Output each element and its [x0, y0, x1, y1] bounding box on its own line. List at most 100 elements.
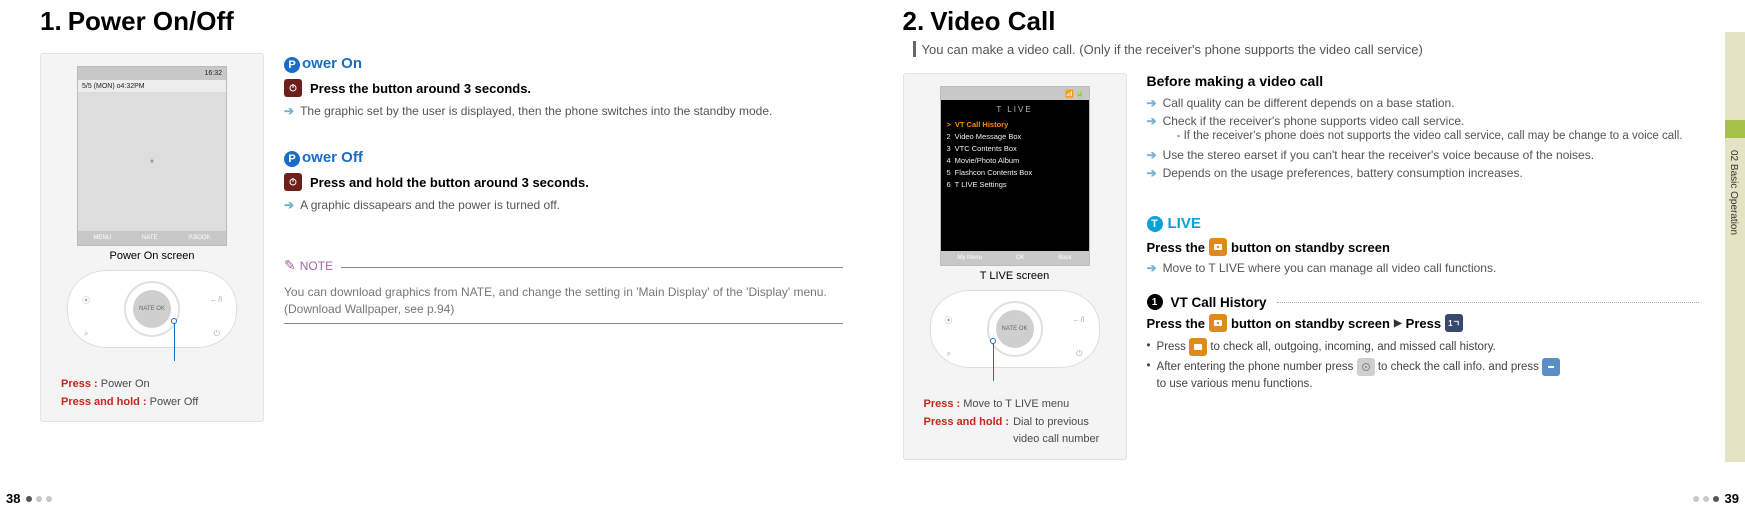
status-date: 5/5 (MON) o4:32PM	[82, 83, 145, 90]
nav-center-icon	[1357, 358, 1375, 376]
hold-value: Power Off	[150, 396, 199, 408]
press-instructions: Press : Power On Press and hold : Power …	[53, 376, 198, 411]
nav-left-icon: ⦿	[82, 295, 90, 306]
tlive-bullet: ➔Move to T LIVE where you can manage all…	[1147, 260, 1700, 276]
keypad-diagram: NATE OK ⦿ ←/i ⌕ ⏻	[930, 290, 1100, 368]
before-sub-bullet: - If the receiver's phone does not suppo…	[1163, 129, 1683, 145]
p-badge-icon: P	[284, 151, 300, 167]
menu-row: 4Movie/Photo Album	[947, 155, 1083, 167]
page-dots-icon	[26, 496, 52, 502]
softkey-left: My Menu	[957, 255, 982, 261]
menu-row-selected: >VT Call History	[947, 119, 1083, 131]
vt-sub-bullet: • After entering the phone number press …	[1147, 358, 1700, 392]
press-value: Move to T LIVE menu	[963, 398, 1069, 410]
section-title: Video Call	[930, 6, 1055, 37]
subtitle-bar-icon	[913, 41, 916, 57]
softkey-right: Back	[1058, 255, 1071, 261]
screenshot-caption: T LIVE screen	[980, 270, 1050, 282]
hold-label: Press and hold :	[61, 396, 147, 408]
note-icon: ✎	[284, 257, 296, 274]
chapter-side-tab: 02 Basic Operation	[1725, 32, 1745, 462]
power-on-bullet: ➔The graphic set by the user is displaye…	[284, 103, 843, 119]
side-tab-accent	[1725, 120, 1745, 138]
nav-right-icon: ←/i	[210, 295, 222, 304]
section-number: 1.	[40, 6, 62, 37]
callout-dot	[171, 318, 177, 324]
arrow-icon: ➔	[1147, 95, 1157, 111]
softkey-center: NATE	[142, 235, 158, 241]
section-heading-1: 1. Power On/Off	[40, 6, 843, 37]
before-heading: Before making a video call	[1147, 73, 1700, 89]
before-bullet: ➔Depends on the usage preferences, batte…	[1147, 165, 1700, 181]
phone-screenshot-tlive: 📶 🔋 T LIVE >VT Call History 2Video Messa…	[940, 86, 1090, 266]
power-on-heading: Power On	[284, 55, 843, 73]
note-text: You can download graphics from NATE, and…	[284, 284, 843, 316]
press-label: Press :	[924, 398, 961, 410]
hold-label: Press and hold :	[924, 414, 1010, 449]
power-on-action: Press the button around 3 seconds.	[284, 79, 843, 97]
menu-key-icon	[1542, 358, 1560, 376]
bullet-dot-icon: •	[1147, 338, 1151, 354]
tlive-button-icon	[1209, 314, 1227, 332]
wallpaper-area: ✦	[78, 92, 226, 231]
menu-row: 3VTC Contents Box	[947, 143, 1083, 155]
dotted-rule	[1277, 302, 1699, 303]
bullet-dot-icon: •	[1147, 358, 1151, 374]
tlive-button-icon	[1189, 338, 1207, 356]
triangle-icon: ▶	[1394, 318, 1402, 329]
screenshot-caption: Power On screen	[110, 250, 195, 262]
power-icon: ⏻	[214, 329, 220, 339]
note-label: NOTE	[300, 259, 333, 273]
nav-right-icon: ←/i	[1073, 315, 1085, 324]
page-number-left: 38	[6, 491, 52, 506]
nav-ok-button: NATE OK	[133, 290, 171, 328]
side-tab-label: 02 Basic Operation	[1728, 150, 1739, 235]
vt-sub-bullet: • Press to check all, outgoing, incoming…	[1147, 338, 1700, 356]
page-right: 2. Video Call You can make a video call.…	[873, 0, 1745, 510]
power-off-action: Press and hold the button around 3 secon…	[284, 173, 843, 191]
arrow-icon: ➔	[1147, 165, 1157, 181]
power-icon: ⏻	[1076, 349, 1082, 359]
callout-line	[993, 341, 994, 381]
tlive-title: T LIVE	[947, 104, 1083, 117]
power-off-heading: Power Off	[284, 149, 843, 167]
menu-row: 5Flashcon Contents Box	[947, 167, 1083, 179]
vt-history-heading: 1 VT Call History	[1147, 294, 1700, 310]
nav-ok-button: NATE OK	[996, 310, 1034, 348]
section-heading-2: 2. Video Call	[903, 6, 1700, 37]
note-block: ✎ NOTE You can download graphics from NAT…	[284, 257, 843, 323]
page-number-right: 39	[1693, 491, 1739, 506]
press-label: Press :	[61, 378, 98, 390]
menu-row: 2Video Message Box	[947, 131, 1083, 143]
status-bar: 📶 🔋	[941, 87, 1089, 100]
arrow-icon: ➔	[1147, 260, 1157, 276]
t-badge-icon: T	[1147, 216, 1163, 232]
phone-screenshot-power: 16:32 5/5 (MON) o4:32PM ✦ MENU NATE P.BO…	[77, 66, 227, 246]
press-instructions: Press : Move to T LIVE menu Press and ho…	[916, 396, 1100, 449]
softkey-right: P.BOOK	[188, 235, 210, 241]
arrow-icon: ➔	[1147, 113, 1157, 145]
power-button-icon	[284, 173, 302, 191]
vt-action-line: Press the button on standby screen ▶ Pre…	[1147, 314, 1700, 332]
device-card-power: 16:32 5/5 (MON) o4:32PM ✦ MENU NATE P.BO…	[40, 53, 264, 422]
section-number: 2.	[903, 6, 925, 37]
before-bullet: ➔ Check if the receiver's phone supports…	[1147, 113, 1700, 145]
key-1-icon: 1ㄱ	[1445, 314, 1463, 332]
status-time: 16:32	[204, 70, 222, 77]
keypad-diagram: NATE OK ⦿ ←/i ⌕ ⏻	[67, 270, 237, 348]
arrow-icon: ➔	[284, 103, 294, 119]
menu-row: 6T LIVE Settings	[947, 179, 1083, 191]
power-off-bullet: ➔A graphic dissapears and the power is t…	[284, 197, 843, 213]
device-card-tlive: 📶 🔋 T LIVE >VT Call History 2Video Messa…	[903, 73, 1127, 460]
call-icon: ⌕	[947, 349, 951, 359]
press-value: Power On	[101, 378, 150, 390]
softkey-left: MENU	[93, 235, 111, 241]
section-title: Power On/Off	[68, 6, 234, 37]
power-button-icon	[284, 79, 302, 97]
page-dots-icon	[1693, 496, 1719, 502]
nav-left-icon: ⦿	[945, 315, 953, 326]
page-left: 1. Power On/Off 16:32 5/5 (MON) o4:32PM …	[0, 0, 873, 510]
hold-value: Dial to previous video call number	[1013, 414, 1099, 449]
tlive-button-icon	[1209, 238, 1227, 256]
call-icon: ⌕	[84, 329, 88, 339]
